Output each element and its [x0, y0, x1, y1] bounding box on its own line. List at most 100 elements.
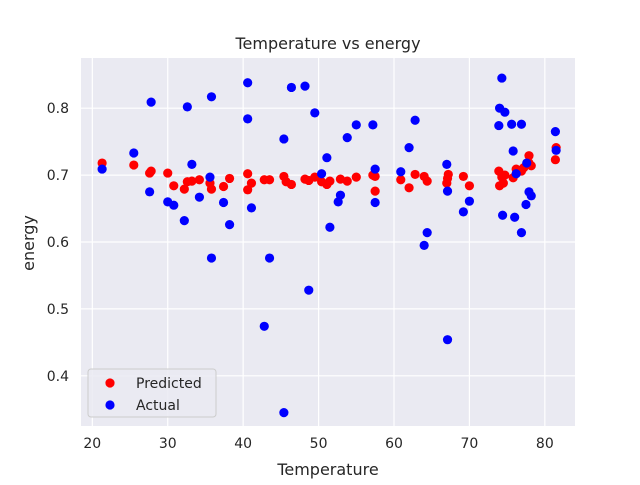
actual-point [370, 197, 380, 208]
predicted-point [410, 169, 420, 180]
actual-point [410, 115, 420, 125]
legend-label-actual: Actual [136, 398, 180, 414]
actual-point [516, 119, 527, 129]
predicted-point [206, 184, 217, 194]
x-tick-label: 80 [536, 436, 554, 452]
actual-point [316, 169, 327, 179]
x-tick-label: 60 [385, 436, 403, 452]
actual-point [351, 120, 361, 130]
actual-point [129, 148, 139, 158]
actual-point [310, 108, 320, 118]
predicted-point [370, 186, 380, 196]
predicted-point [370, 171, 380, 182]
predicted-point [246, 178, 257, 188]
predicted-point [550, 155, 560, 165]
y-tick-label: 0.7 [47, 168, 69, 184]
actual-point [442, 335, 453, 345]
predicted-point [325, 176, 335, 186]
x-tick-label: 30 [159, 436, 177, 452]
actual-point [243, 78, 253, 88]
predicted-point [500, 170, 510, 180]
actual-point [333, 197, 343, 207]
actual-point [511, 169, 521, 179]
legend-marker-predicted [105, 378, 115, 388]
predicted-point [187, 176, 197, 186]
actual-point [279, 408, 289, 418]
actual-point [304, 285, 314, 295]
actual-point [325, 222, 335, 232]
predicted-point [422, 176, 432, 186]
actual-point [187, 159, 197, 169]
x-tick-label: 40 [234, 436, 252, 452]
actual-point [259, 321, 269, 331]
x-axis-ticks: 20 30 40 50 60 70 80 [83, 436, 553, 452]
actual-point [169, 200, 179, 210]
actual-point [286, 82, 297, 93]
predicted-point [464, 181, 475, 191]
y-tick-label: 0.8 [47, 101, 69, 117]
predicted-point [129, 160, 139, 170]
legend-marker-actual [105, 400, 115, 410]
predicted-point [458, 171, 468, 182]
y-tick-label: 0.6 [47, 235, 69, 251]
actual-point [206, 92, 217, 102]
chart-title: Temperature vs energy [234, 34, 420, 53]
predicted-point [218, 181, 229, 192]
actual-point [550, 127, 560, 137]
actual-point [322, 153, 332, 163]
actual-point [300, 81, 310, 91]
y-axis-ticks: 0.4 0.5 0.6 0.7 0.8 [47, 101, 69, 385]
actual-point [497, 73, 507, 83]
actual-point [218, 197, 229, 208]
actual-point [404, 143, 414, 153]
actual-point [516, 228, 527, 238]
actual-point [497, 210, 508, 220]
actual-point [342, 133, 352, 143]
x-tick-label: 50 [310, 436, 328, 452]
actual-point [442, 186, 453, 196]
predicted-point [264, 175, 275, 185]
actual-point [458, 207, 468, 217]
actual-point [510, 212, 520, 222]
data-points [97, 73, 561, 418]
actual-point [145, 187, 155, 197]
predicted-point [169, 181, 179, 191]
actual-point [246, 203, 257, 213]
predicted-point [396, 175, 406, 185]
y-tick-label: 0.4 [47, 369, 69, 385]
predicted-point [286, 179, 297, 190]
y-tick-label: 0.5 [47, 302, 69, 318]
predicted-point [243, 169, 253, 179]
predicted-point [310, 172, 320, 182]
x-tick-label: 20 [83, 436, 101, 452]
actual-point [243, 114, 253, 124]
series-predicted [97, 143, 561, 196]
predicted-point [194, 175, 205, 185]
actual-point [521, 199, 531, 210]
legend: Predicted Actual [87, 368, 217, 418]
actual-point [551, 145, 561, 155]
actual-point [507, 119, 517, 129]
series-actual [97, 73, 561, 418]
actual-point [194, 192, 205, 202]
actual-point [442, 159, 452, 169]
actual-point [500, 107, 510, 117]
actual-point [205, 172, 215, 182]
predicted-point [404, 183, 414, 193]
actual-point [370, 164, 380, 174]
legend-box [87, 368, 217, 418]
actual-point [396, 167, 406, 177]
predicted-point [146, 166, 156, 176]
actual-point [419, 240, 429, 250]
predicted-point [179, 184, 189, 194]
predicted-point [243, 185, 253, 195]
predicted-point [224, 173, 235, 184]
predicted-point [351, 172, 361, 182]
actual-point [522, 158, 532, 168]
actual-point [97, 164, 107, 174]
predicted-point [524, 151, 534, 161]
x-axis-label: Temperature [276, 460, 378, 479]
actual-point [464, 196, 475, 206]
legend-label-predicted: Predicted [136, 376, 202, 392]
actual-point [264, 253, 275, 263]
